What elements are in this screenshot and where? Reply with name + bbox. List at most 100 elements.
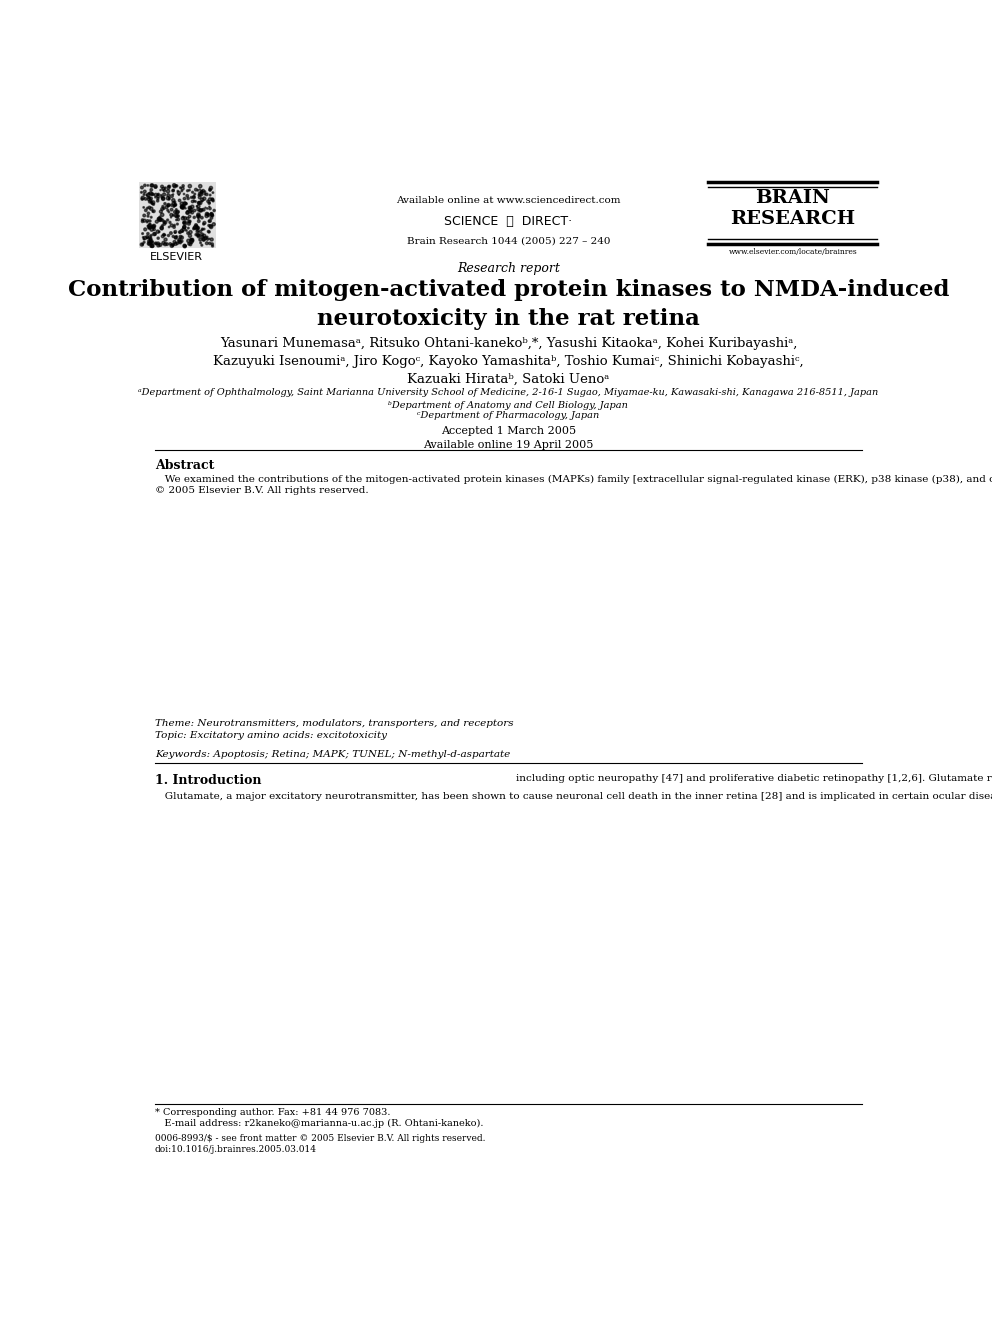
Point — [194, 226, 210, 247]
Point — [178, 197, 193, 218]
Point — [162, 176, 178, 197]
Point — [182, 210, 197, 232]
Point — [136, 232, 152, 253]
Point — [148, 233, 164, 254]
Point — [198, 205, 214, 226]
Point — [176, 206, 191, 228]
Point — [185, 202, 200, 224]
Point — [143, 206, 159, 228]
Point — [199, 229, 215, 250]
Point — [142, 233, 158, 254]
Text: Topic: Excitatory amino acids: excitotoxicity: Topic: Excitatory amino acids: excitotox… — [155, 732, 387, 741]
Point — [174, 220, 189, 241]
Point — [162, 212, 178, 233]
Point — [194, 191, 210, 212]
Point — [176, 175, 191, 196]
Point — [184, 187, 199, 208]
Point — [195, 213, 211, 234]
Text: ᵇDepartment of Anatomy and Cell Biology, Japan: ᵇDepartment of Anatomy and Cell Biology,… — [389, 401, 628, 410]
Point — [156, 224, 172, 245]
Point — [197, 228, 213, 249]
Point — [192, 183, 208, 204]
Point — [168, 194, 184, 216]
Point — [178, 208, 193, 229]
Point — [204, 235, 220, 257]
Point — [136, 184, 152, 205]
Point — [186, 218, 201, 239]
Point — [201, 210, 217, 232]
Point — [185, 229, 200, 250]
Point — [190, 210, 206, 232]
Point — [174, 180, 189, 201]
Point — [142, 214, 158, 235]
Point — [171, 183, 186, 204]
Point — [173, 221, 188, 242]
Point — [146, 218, 162, 239]
Point — [176, 197, 191, 218]
Point — [167, 232, 183, 253]
Point — [146, 216, 162, 237]
Point — [141, 202, 157, 224]
Point — [203, 208, 219, 229]
Point — [167, 214, 183, 235]
Point — [135, 224, 151, 245]
Point — [201, 233, 217, 254]
Point — [195, 198, 211, 220]
Point — [145, 235, 161, 257]
Point — [180, 185, 195, 206]
Point — [183, 221, 198, 242]
Point — [144, 230, 160, 251]
Point — [189, 180, 205, 201]
Point — [169, 198, 185, 220]
Point — [143, 188, 159, 209]
Point — [169, 176, 185, 197]
Point — [177, 188, 192, 209]
Point — [196, 212, 212, 233]
Point — [153, 180, 169, 201]
Point — [204, 189, 220, 210]
Point — [177, 213, 192, 234]
Point — [181, 213, 196, 234]
Point — [151, 209, 167, 230]
Point — [186, 187, 201, 208]
Point — [186, 184, 202, 205]
Text: Abstract: Abstract — [155, 459, 214, 472]
Text: Research report: Research report — [457, 262, 559, 275]
Point — [159, 234, 175, 255]
Point — [147, 224, 163, 245]
Text: Accepted 1 March 2005
Available online 19 April 2005: Accepted 1 March 2005 Available online 1… — [424, 426, 593, 450]
Point — [135, 209, 151, 230]
Text: Glutamate, a major excitatory neurotransmitter, has been shown to cause neuronal: Glutamate, a major excitatory neurotrans… — [155, 792, 992, 802]
Point — [155, 196, 171, 217]
Point — [182, 180, 197, 201]
Point — [197, 197, 213, 218]
Point — [141, 189, 157, 210]
Point — [174, 197, 189, 218]
Point — [140, 205, 156, 226]
Point — [142, 191, 158, 212]
Point — [169, 226, 185, 247]
Text: We examined the contributions of the mitogen-activated protein kinases (MAPKs) f: We examined the contributions of the mit… — [155, 475, 992, 495]
Point — [189, 221, 205, 242]
Point — [185, 229, 200, 250]
Point — [161, 194, 177, 216]
Point — [173, 177, 188, 198]
Point — [154, 187, 170, 208]
Point — [144, 220, 160, 241]
Point — [200, 191, 216, 212]
Point — [168, 221, 184, 242]
Point — [196, 225, 212, 246]
Point — [150, 228, 166, 249]
Point — [173, 232, 188, 253]
Point — [155, 216, 171, 237]
Point — [177, 217, 192, 238]
Point — [140, 228, 156, 249]
Point — [191, 185, 207, 206]
Point — [190, 192, 206, 213]
Point — [181, 217, 196, 238]
Point — [146, 216, 162, 237]
Point — [195, 180, 211, 201]
Point — [148, 176, 164, 197]
Text: www.elsevier.com/locate/brainres: www.elsevier.com/locate/brainres — [728, 249, 857, 257]
Point — [137, 228, 153, 249]
